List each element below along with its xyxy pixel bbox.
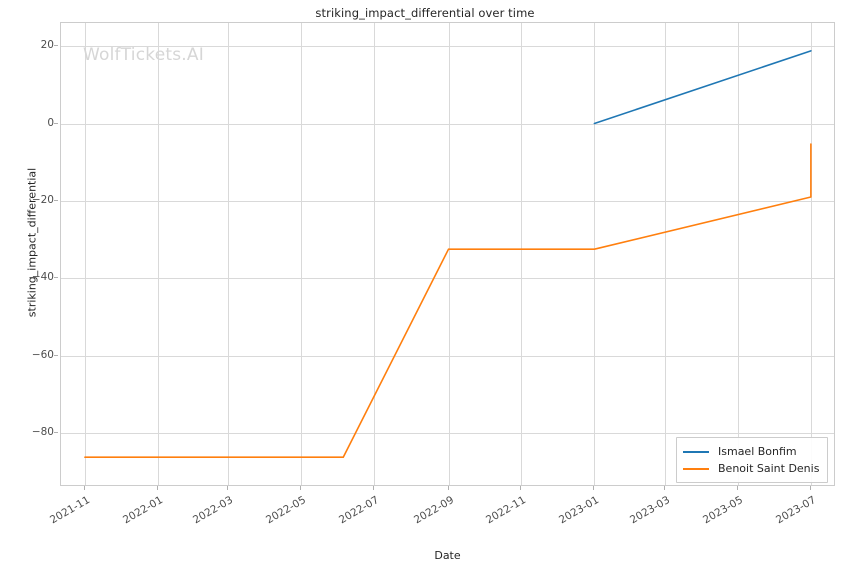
gridline-horizontal [61, 433, 834, 434]
gridline-vertical [228, 23, 229, 485]
gridline-vertical [374, 23, 375, 485]
x-tick-mark [448, 486, 449, 490]
y-axis-ticks: 20 0 −20 −40 −60 −80 [0, 22, 58, 486]
x-tick-label: 2022-05 [264, 494, 309, 527]
x-tick-label: 2022-03 [191, 494, 236, 527]
gridline-vertical [594, 23, 595, 485]
x-tick-label: 2022-11 [484, 494, 529, 527]
y-tick-label: 20 [40, 39, 54, 52]
chart-legend: Ismael Bonfim Benoit Saint Denis [676, 437, 829, 483]
y-tick-label: 0 [47, 116, 54, 129]
legend-label: Benoit Saint Denis [718, 462, 820, 475]
legend-label: Ismael Bonfim [718, 445, 797, 458]
gridline-vertical [449, 23, 450, 485]
series-line [84, 143, 812, 459]
gridline-vertical [85, 23, 86, 485]
gridline-horizontal [61, 356, 834, 357]
x-axis-ticks: 2021-11 2022-01 2022-03 2022-05 2022-07 2022-… [48, 486, 835, 566]
y-tick-label: −80 [31, 425, 54, 438]
y-tick-mark [54, 200, 58, 201]
gridline-horizontal [61, 201, 834, 202]
y-tick-label: −40 [31, 271, 54, 284]
gridline-vertical [521, 23, 522, 485]
series-line [593, 50, 812, 125]
x-tick-label: 2023-01 [557, 494, 602, 527]
gridline-horizontal [61, 46, 834, 47]
x-tick-label: 2022-09 [411, 494, 456, 527]
gridline-vertical [665, 23, 666, 485]
x-tick-mark [520, 486, 521, 490]
gridline-vertical [158, 23, 159, 485]
legend-item[interactable]: Benoit Saint Denis [683, 460, 819, 477]
y-tick-label: −60 [31, 348, 54, 361]
x-axis-label: Date [434, 549, 461, 562]
plot-area: WolfTickets.AI [60, 22, 835, 486]
x-tick-label: 2021-11 [47, 494, 92, 527]
x-tick-mark [373, 486, 374, 490]
legend-color-swatch [683, 467, 709, 470]
x-tick-mark [157, 486, 158, 490]
x-tick-mark [593, 486, 594, 490]
gridline-vertical [738, 23, 739, 485]
gridline-vertical [811, 23, 812, 485]
x-tick-label: 2023-03 [627, 494, 672, 527]
chart-title: striking_impact_differential over time [315, 6, 535, 20]
gridline-horizontal [61, 278, 834, 279]
x-tick-mark [810, 486, 811, 490]
series-lines [84, 50, 812, 459]
gridline-vertical [301, 23, 302, 485]
legend-item[interactable]: Ismael Bonfim [683, 443, 819, 460]
y-tick-mark [54, 123, 58, 124]
y-tick-mark [54, 432, 58, 433]
y-tick-mark [54, 45, 58, 46]
x-tick-mark [227, 486, 228, 490]
gridline-horizontal [61, 124, 834, 125]
legend-color-swatch [683, 450, 709, 453]
y-tick-mark [54, 277, 58, 278]
x-tick-mark [737, 486, 738, 490]
x-tick-mark [664, 486, 665, 490]
x-tick-mark [84, 486, 85, 490]
x-tick-label: 2023-07 [773, 494, 818, 527]
x-tick-label: 2022-07 [337, 494, 382, 527]
x-tick-label: 2022-01 [120, 494, 165, 527]
y-tick-label: −20 [31, 193, 54, 206]
x-tick-label: 2023-05 [700, 494, 745, 527]
x-tick-mark [300, 486, 301, 490]
y-tick-mark [54, 355, 58, 356]
